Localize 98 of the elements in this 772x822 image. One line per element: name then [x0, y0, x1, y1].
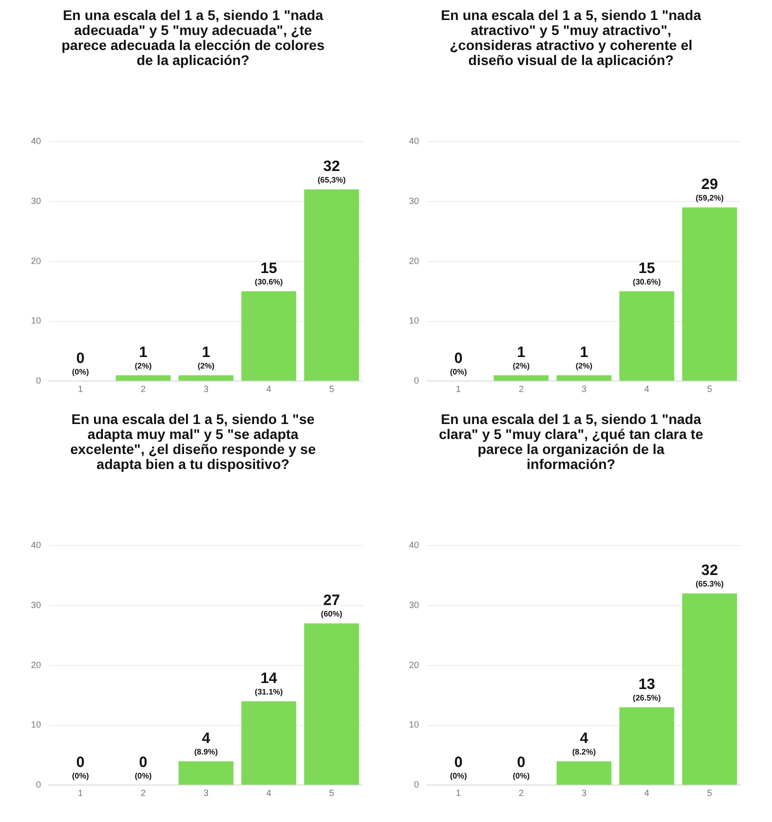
y-tick-label: 40 — [408, 540, 420, 550]
bar — [178, 375, 234, 381]
y-tick-label: 10 — [30, 720, 42, 730]
data-label: 0 — [454, 754, 463, 771]
chart-title: En una escala del 1 a 5, siendo 1 "nada clara" y 5 "muy clara", ¿qué tan clara te parece la organización de la información? — [438, 411, 704, 474]
y-tick-label: 30 — [408, 196, 420, 206]
annotation: (0%) — [72, 771, 90, 780]
x-tick-label: 4 — [644, 384, 650, 394]
x-tick-label: 1 — [456, 788, 461, 798]
annotation: (26.5%) — [632, 693, 662, 702]
bar — [178, 761, 234, 785]
annotation: (8.9%) — [194, 747, 218, 756]
x-tick-label: 2 — [518, 788, 524, 798]
annotation: (2%) — [512, 361, 530, 370]
annotation: (2%) — [198, 361, 215, 370]
x-tick-label: 3 — [582, 788, 587, 798]
x-tick-label: 3 — [204, 384, 209, 394]
y-tick-label: 20 — [30, 256, 42, 266]
bar — [304, 623, 360, 785]
annotation: (65.3%) — [696, 580, 724, 589]
y-tick-label: 40 — [30, 136, 42, 146]
x-tick-label: 4 — [266, 384, 272, 394]
annotation: (8.2%) — [572, 747, 596, 756]
data-label: 4 — [580, 730, 589, 747]
x-tick-label: 4 — [644, 788, 650, 798]
chart-title: En una escala del 1 a 5, siendo 1 "nada adecuada" y 5 "muy adecuada", ¿te parece adecuada la elección de colores de la aplicación? — [60, 7, 326, 70]
bar — [116, 375, 171, 381]
y-tick-label: 20 — [30, 660, 42, 670]
annotation: (0%) — [134, 771, 152, 780]
bar — [494, 375, 549, 381]
y-tick-label: 0 — [414, 780, 420, 790]
x-tick-label: 3 — [204, 788, 209, 798]
data-label: 0 — [76, 350, 85, 367]
y-tick-label: 30 — [30, 600, 42, 610]
annotation: (31.1%) — [254, 687, 284, 696]
bar — [619, 291, 674, 381]
y-tick-label: 10 — [408, 720, 420, 730]
data-label: 14 — [260, 670, 278, 687]
y-tick-label: 0 — [36, 780, 42, 790]
x-tick-label: 1 — [78, 384, 83, 394]
annotation: (59,2%) — [696, 194, 724, 203]
bar — [556, 375, 612, 381]
annotation: (65,3%) — [318, 176, 346, 185]
data-label: 1 — [139, 344, 148, 361]
annotation: (0%) — [512, 771, 530, 780]
bar — [241, 291, 296, 381]
annotation: (0%) — [72, 367, 90, 376]
data-label: 1 — [517, 344, 526, 361]
x-tick-label: 2 — [140, 384, 146, 394]
x-tick-label: 5 — [329, 384, 334, 394]
y-tick-label: 20 — [408, 660, 420, 670]
annotation: (0%) — [450, 367, 468, 376]
annotation: (2%) — [576, 361, 593, 370]
bar — [556, 761, 612, 785]
data-label: 13 — [638, 676, 656, 693]
bar — [619, 707, 674, 785]
bar — [682, 593, 738, 785]
annotation: (0%) — [450, 771, 468, 780]
y-tick-label: 10 — [30, 316, 42, 326]
bar — [304, 189, 360, 381]
data-label: 27 — [323, 592, 340, 609]
x-tick-label: 2 — [140, 788, 146, 798]
annotation: (2%) — [134, 361, 152, 370]
x-tick-label: 1 — [456, 384, 461, 394]
y-tick-label: 10 — [408, 316, 420, 326]
data-label: 0 — [76, 754, 85, 771]
data-label: 15 — [260, 260, 278, 277]
x-tick-label: 5 — [329, 788, 334, 798]
data-label: 0 — [139, 754, 148, 771]
data-label: 15 — [638, 260, 656, 277]
chart-title: En una escala del 1 a 5, siendo 1 "se adapta muy mal" y 5 "se adapta excelente", ¿el diseño responde y se adapta bien a tu dispositivo? — [69, 411, 317, 474]
y-tick-label: 30 — [30, 196, 42, 206]
data-label: 1 — [202, 344, 210, 361]
annotation: (30.6%) — [254, 277, 284, 286]
data-label: 32 — [701, 562, 718, 579]
y-tick-label: 0 — [414, 376, 420, 386]
x-tick-label: 2 — [518, 384, 524, 394]
x-tick-label: 5 — [707, 384, 712, 394]
data-label: 0 — [517, 754, 526, 771]
x-tick-label: 3 — [582, 384, 587, 394]
y-tick-label: 40 — [30, 540, 42, 550]
x-tick-label: 4 — [266, 788, 272, 798]
data-label: 1 — [580, 344, 588, 361]
annotation: (60%) — [320, 610, 343, 619]
y-tick-label: 20 — [408, 256, 420, 266]
bar — [241, 701, 296, 785]
chart-title: En una escala del 1 a 5, siendo 1 "nada atractivo" y 5 "muy atractivo", ¿consideras atractivo y coherente el diseño visual de la aplicación? — [440, 7, 702, 70]
data-label: 4 — [202, 730, 211, 747]
data-label: 0 — [454, 350, 463, 367]
x-tick-label: 1 — [78, 788, 83, 798]
y-tick-label: 0 — [36, 376, 42, 386]
data-label: 29 — [701, 176, 718, 193]
y-tick-label: 40 — [408, 136, 420, 146]
bar — [682, 207, 738, 381]
x-tick-label: 5 — [707, 788, 712, 798]
data-label: 32 — [323, 158, 340, 175]
y-tick-label: 30 — [408, 600, 420, 610]
annotation: (30.6%) — [632, 277, 662, 286]
